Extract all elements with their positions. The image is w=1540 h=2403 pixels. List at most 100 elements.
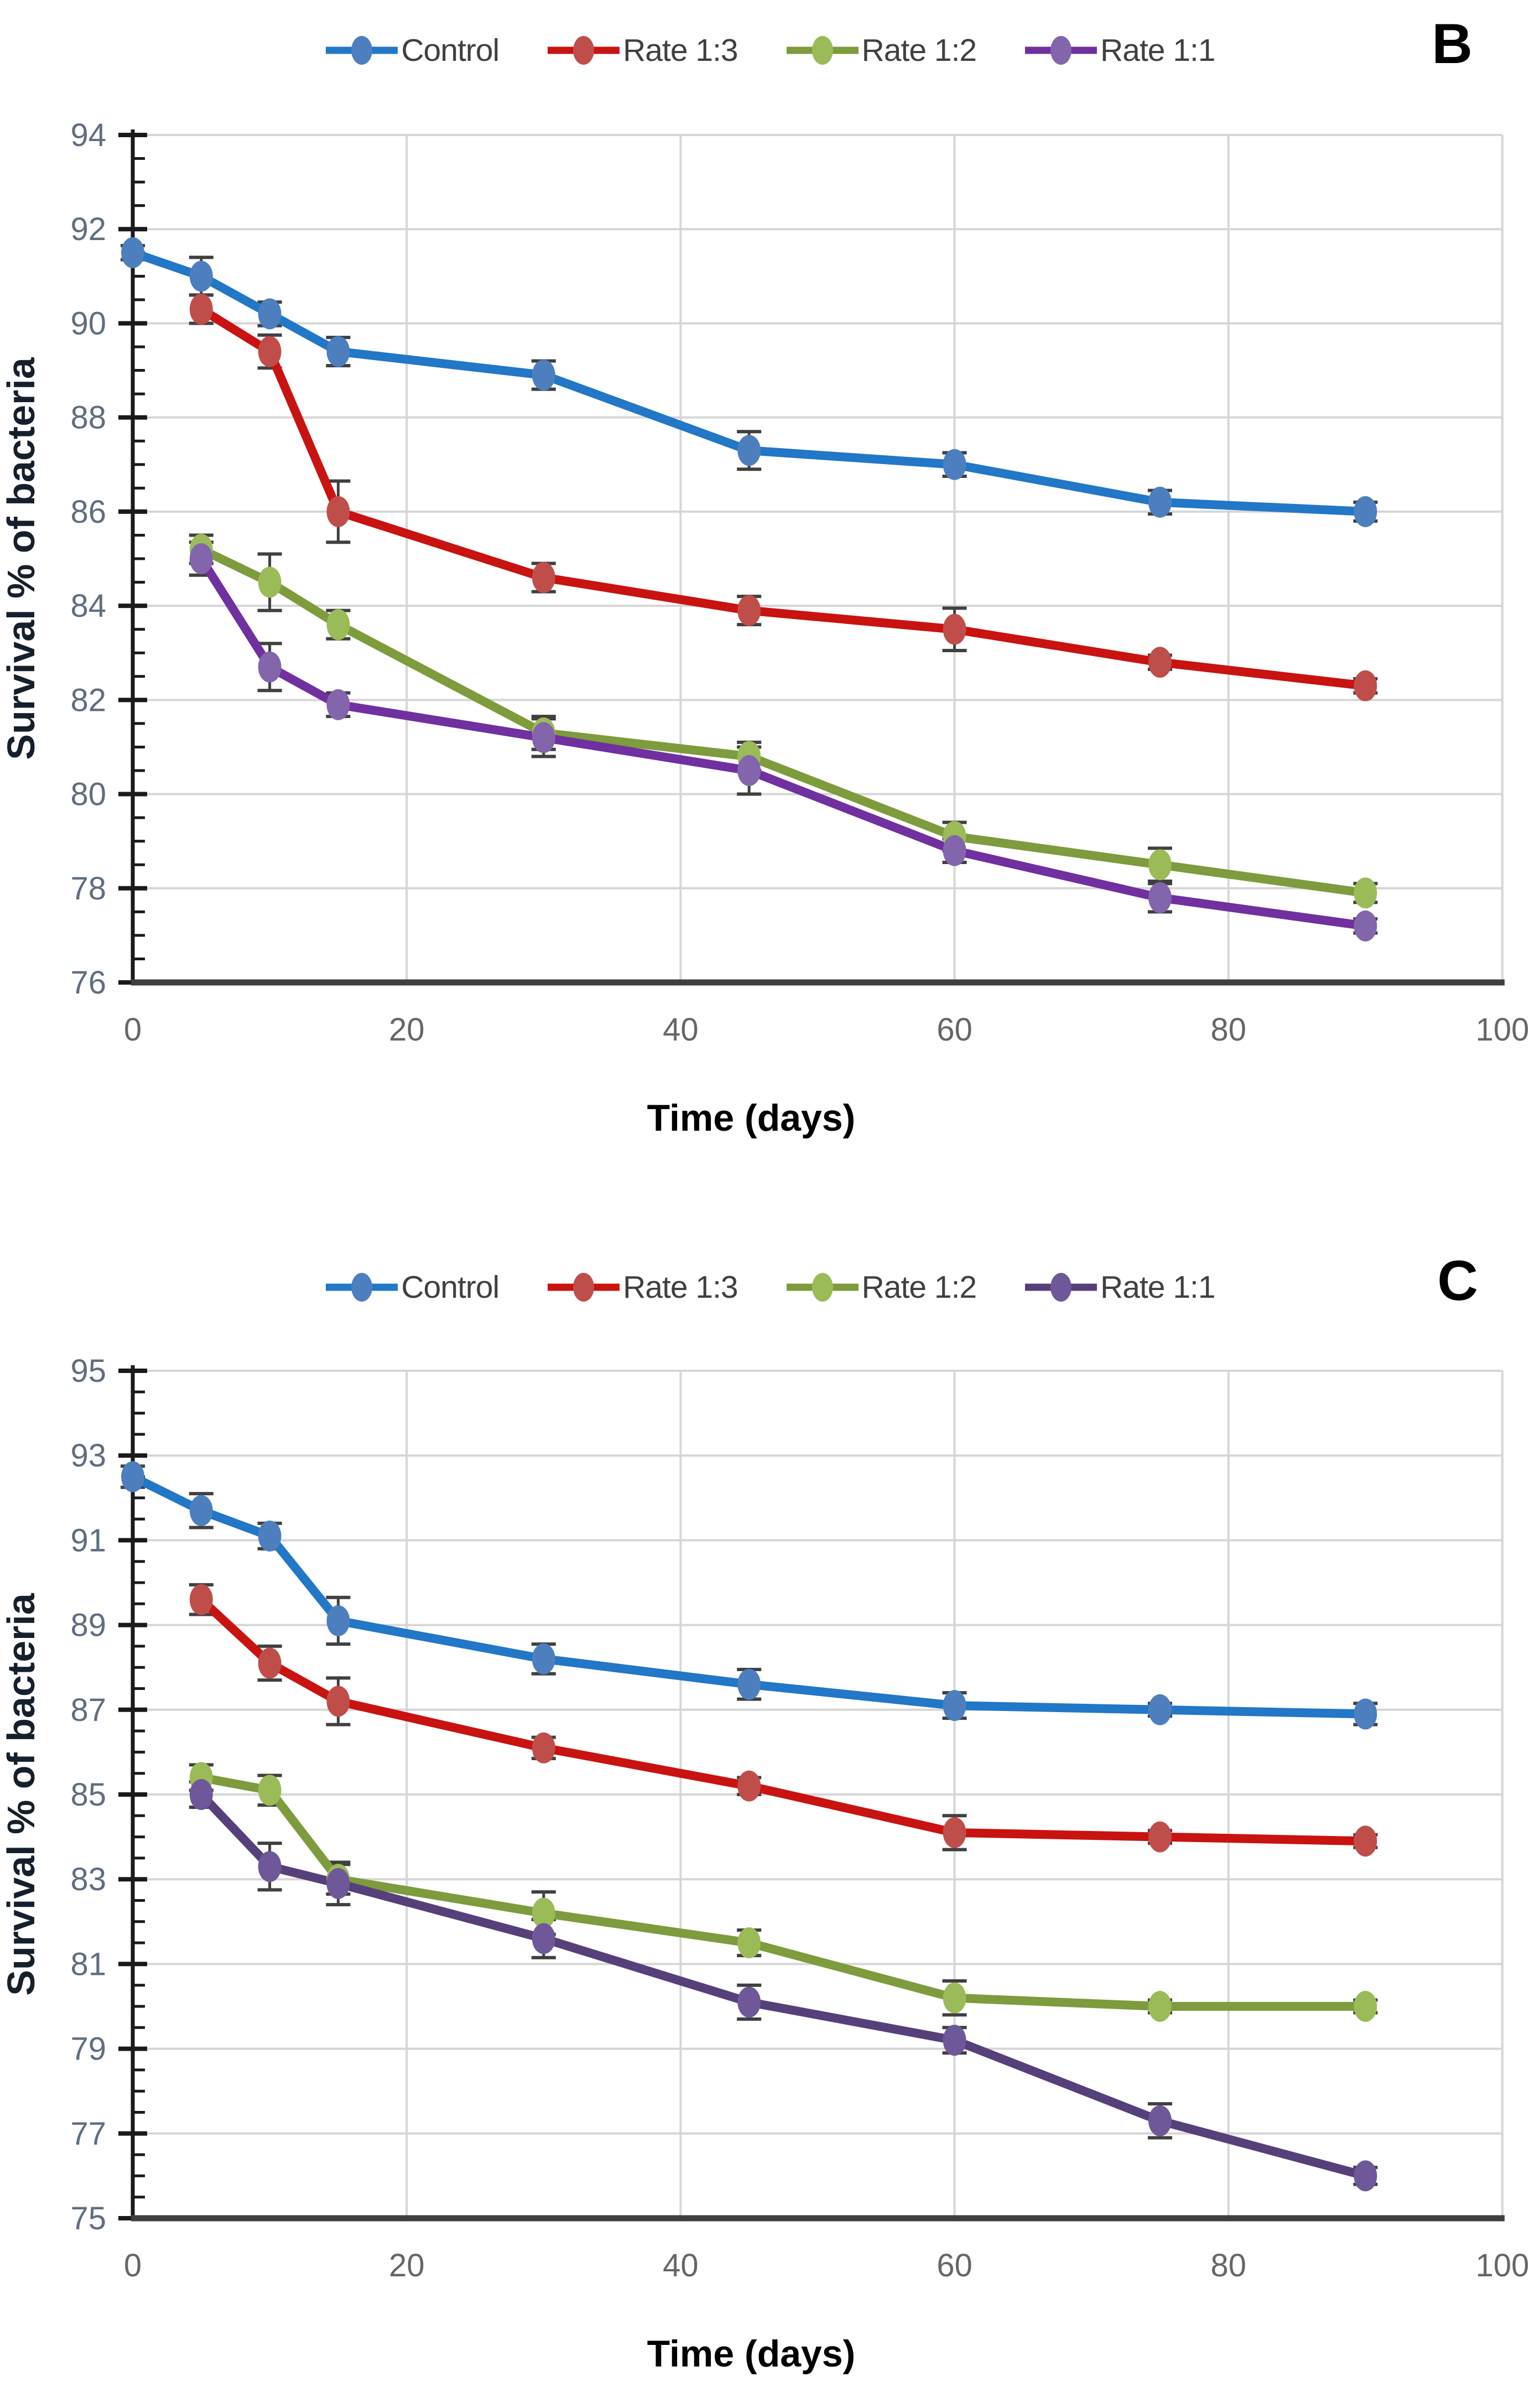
x-axis-title: Time (days) <box>647 2333 856 2375</box>
y-axis-title: Survival % of bacteria <box>0 1593 43 1996</box>
data-point-rate-1-3 <box>532 1732 555 1764</box>
y-tick-label: 78 <box>70 871 106 907</box>
x-axis-title: Time (days) <box>647 1097 856 1139</box>
data-point-control <box>1354 1698 1377 1730</box>
data-point-rate-1-2 <box>258 1775 282 1806</box>
data-point-rate-1-1 <box>189 1779 213 1810</box>
data-point-rate-1-1 <box>737 1986 761 2018</box>
legend-item-rate-1-2: Rate 1:2 <box>785 32 977 69</box>
panel-letter-c: C <box>1437 1249 1478 1312</box>
x-tick-label: 100 <box>1476 2248 1529 2284</box>
legend-marker-icon <box>547 32 621 69</box>
data-point-control <box>189 1495 213 1526</box>
data-point-rate-1-3 <box>1148 647 1172 678</box>
data-point-rate-1-3 <box>1148 1821 1172 1853</box>
data-point-rate-1-2 <box>1148 1991 1172 2022</box>
data-point-control <box>258 1520 282 1552</box>
y-tick-label: 90 <box>70 305 106 341</box>
legend-marker-icon <box>1024 32 1098 69</box>
data-point-rate-1-1 <box>737 755 761 786</box>
data-point-rate-1-1 <box>326 689 350 720</box>
data-point-rate-1-3 <box>326 496 350 527</box>
data-point-rate-1-2 <box>1354 877 1377 909</box>
y-tick-label: 88 <box>70 400 106 436</box>
data-point-rate-1-1 <box>258 651 282 683</box>
data-point-rate-1-1 <box>326 1868 350 1899</box>
data-point-rate-1-3 <box>1354 670 1377 701</box>
data-point-rate-1-3 <box>189 293 213 325</box>
legend-item-rate-1-1: Rate 1:1 <box>1024 1269 1216 1305</box>
data-point-control <box>1148 486 1172 518</box>
legend-dot <box>351 1273 373 1302</box>
legend-label: Rate 1:2 <box>861 33 977 68</box>
y-tick-label: 85 <box>70 1777 106 1813</box>
series-line-rate-1-1 <box>196 554 1370 930</box>
y-tick-label: 75 <box>70 2201 106 2236</box>
data-point-rate-1-1 <box>1354 910 1377 942</box>
y-tick-label: 84 <box>70 588 106 624</box>
legend-item-rate-1-3: Rate 1:3 <box>547 1269 738 1305</box>
y-tick-label: 91 <box>70 1522 106 1558</box>
y-tick-label: 81 <box>70 1946 106 1982</box>
panel-letter-b: B <box>1432 12 1473 75</box>
data-point-control <box>1354 496 1377 527</box>
y-tick-label: 76 <box>70 965 106 1001</box>
series-line-rate-1-3 <box>196 304 1370 690</box>
legend-marker-icon <box>325 1269 399 1305</box>
legend-item-control: Control <box>325 1269 500 1305</box>
legend-marker-icon <box>785 32 860 69</box>
legend-dot <box>573 36 595 65</box>
legend-dot <box>811 1273 833 1302</box>
data-point-rate-1-1 <box>532 1923 555 1954</box>
legend-label: Control <box>401 1270 500 1305</box>
data-point-rate-1-3 <box>1354 1825 1377 1857</box>
data-point-rate-1-1 <box>532 722 555 753</box>
y-axis-title: Survival % of bacteria <box>0 357 43 760</box>
y-tick-label: 94 <box>70 117 106 153</box>
data-point-control <box>189 261 213 292</box>
legend: Control Rate 1:3 Rate 1:2 Rate 1:1 <box>0 1269 1540 1305</box>
y-tick-label: 92 <box>70 211 106 247</box>
legend-item-control: Control <box>325 32 500 69</box>
y-tick-label: 93 <box>70 1438 106 1474</box>
y-tick-label: 95 <box>70 1353 106 1389</box>
data-point-rate-1-1 <box>943 835 966 866</box>
x-tick-label: 20 <box>389 2248 425 2284</box>
data-point-control <box>532 1643 555 1674</box>
legend-item-rate-1-3: Rate 1:3 <box>547 32 738 69</box>
legend-label: Rate 1:3 <box>623 1270 738 1305</box>
y-tick-label: 87 <box>70 1692 106 1728</box>
data-point-rate-1-2 <box>532 1897 555 1929</box>
x-tick-label: 60 <box>937 2248 972 2284</box>
y-tick-label: 83 <box>70 1861 106 1897</box>
x-tick-label: 0 <box>124 1012 142 1048</box>
y-tick-label: 89 <box>70 1608 106 1643</box>
y-tick-label: 80 <box>70 777 106 813</box>
legend-label: Rate 1:2 <box>861 1270 977 1305</box>
legend-marker-icon <box>1024 1269 1098 1305</box>
data-point-rate-1-3 <box>737 595 761 626</box>
data-point-rate-1-1 <box>1354 2160 1377 2192</box>
y-tick-label: 86 <box>70 494 106 530</box>
data-point-control <box>943 449 966 480</box>
data-point-rate-1-3 <box>258 1647 282 1679</box>
data-point-rate-1-2 <box>1354 1991 1377 2022</box>
series-line-rate-1-2 <box>196 1773 1370 2011</box>
x-tick-label: 20 <box>389 1012 425 1048</box>
data-point-control <box>737 435 761 466</box>
legend-label: Rate 1:3 <box>623 33 738 68</box>
data-point-control <box>121 237 144 268</box>
data-point-rate-1-1 <box>1148 2105 1172 2136</box>
x-tick-label: 0 <box>124 2248 142 2284</box>
series-line-rate-1-3 <box>196 1595 1370 1846</box>
x-tick-label: 80 <box>1211 1012 1247 1048</box>
data-point-rate-1-2 <box>326 609 350 641</box>
data-point-rate-1-3 <box>532 562 555 594</box>
chart-panel-c: Control Rate 1:3 Rate 1:2 Rate 1:1 C 75 77 79… <box>0 1202 1540 2403</box>
data-point-control <box>943 1690 966 1721</box>
legend-dot <box>1050 36 1072 65</box>
legend-item-rate-1-2: Rate 1:2 <box>785 1269 977 1305</box>
y-tick-label: 82 <box>70 682 106 718</box>
data-point-rate-1-2 <box>943 1982 966 2014</box>
data-point-rate-1-3 <box>258 336 282 367</box>
